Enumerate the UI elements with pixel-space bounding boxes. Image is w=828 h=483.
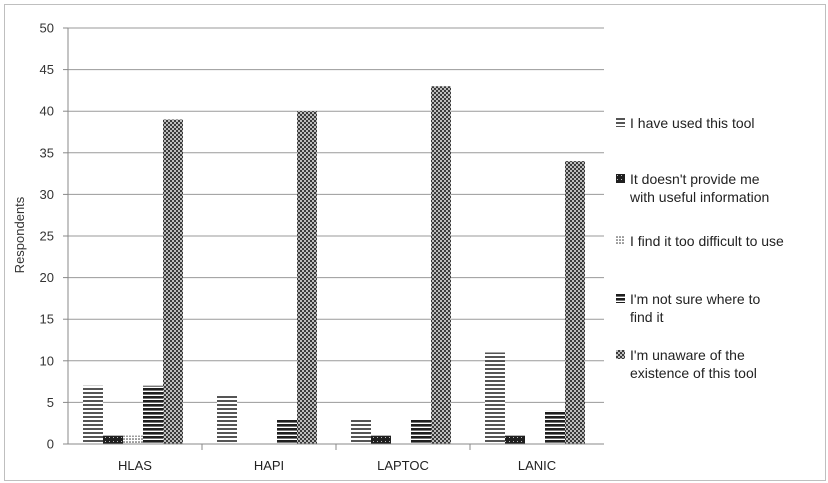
bar-hapi-series-1 <box>217 394 237 444</box>
bar-laptoc-series-5 <box>431 86 451 445</box>
legend-swatch <box>616 350 625 359</box>
bar-laptoc-series-2 <box>371 435 391 444</box>
legend-label: I have used this tool <box>630 115 755 131</box>
legend-item: I'm unaware of the existence of this too… <box>616 346 757 382</box>
y-tick-label: 0 <box>47 437 54 452</box>
chart-frame <box>4 4 826 481</box>
legend-label: I'm unaware of the existence of this too… <box>630 347 757 381</box>
bar-laptoc-series-4 <box>411 419 431 444</box>
bar-lanic-series-5 <box>565 161 585 444</box>
y-tick-label: 20 <box>40 270 54 285</box>
y-axis-label: Respondents <box>12 196 27 273</box>
y-tick-label: 40 <box>40 104 54 119</box>
bar-hlas-series-3 <box>123 435 143 444</box>
bar-lanic-series-2 <box>505 435 525 444</box>
legend-swatch <box>616 174 625 183</box>
y-tick-label: 50 <box>40 21 54 36</box>
legend-swatch <box>616 118 625 127</box>
legend-swatch <box>616 236 625 245</box>
legend-label: I'm not sure where to find it <box>630 291 761 325</box>
y-tick-label: 45 <box>40 62 54 77</box>
legend-item: I have used this tool <box>616 114 755 132</box>
legend-item: I find it too difficult to use <box>616 232 784 250</box>
bar-hapi-series-4 <box>277 419 297 444</box>
y-tick-label: 15 <box>40 312 54 327</box>
legend-label: I find it too difficult to use <box>630 233 784 249</box>
bar-lanic-series-1 <box>485 352 505 444</box>
x-category-labels: HLAS HAPI LAPTOC LANIC <box>118 458 556 473</box>
bars <box>83 86 585 445</box>
y-tick-labels: 0 5 10 15 20 25 30 35 40 45 50 <box>40 21 54 452</box>
bar-hlas-series-2 <box>103 435 123 444</box>
y-tick-label: 30 <box>40 187 54 202</box>
bar-hapi-series-5 <box>297 111 317 444</box>
y-tick-label: 35 <box>40 145 54 160</box>
bar-hlas-series-4 <box>143 385 163 444</box>
bar-hlas-series-1 <box>83 385 103 444</box>
x-category-label: HAPI <box>254 458 284 473</box>
x-category-label: HLAS <box>118 458 152 473</box>
legend: I have used this tool It doesn't provide … <box>616 0 828 483</box>
legend-item: It doesn't provide me with useful inform… <box>616 170 769 206</box>
bar-lanic-series-4 <box>545 410 565 444</box>
x-category-label: LAPTOC <box>377 458 429 473</box>
x-category-label: LANIC <box>518 458 556 473</box>
legend-swatch <box>616 294 625 303</box>
y-tick-label: 10 <box>40 353 54 368</box>
y-tick-label: 25 <box>40 229 54 244</box>
bar-hlas-series-5 <box>163 119 183 445</box>
gridlines <box>68 27 604 403</box>
legend-item: I'm not sure where to find it <box>616 290 760 326</box>
bar-laptoc-series-1 <box>351 419 371 444</box>
y-tick-label: 5 <box>47 395 54 410</box>
legend-label: It doesn't provide me with useful inform… <box>630 171 770 205</box>
axes <box>63 27 604 450</box>
